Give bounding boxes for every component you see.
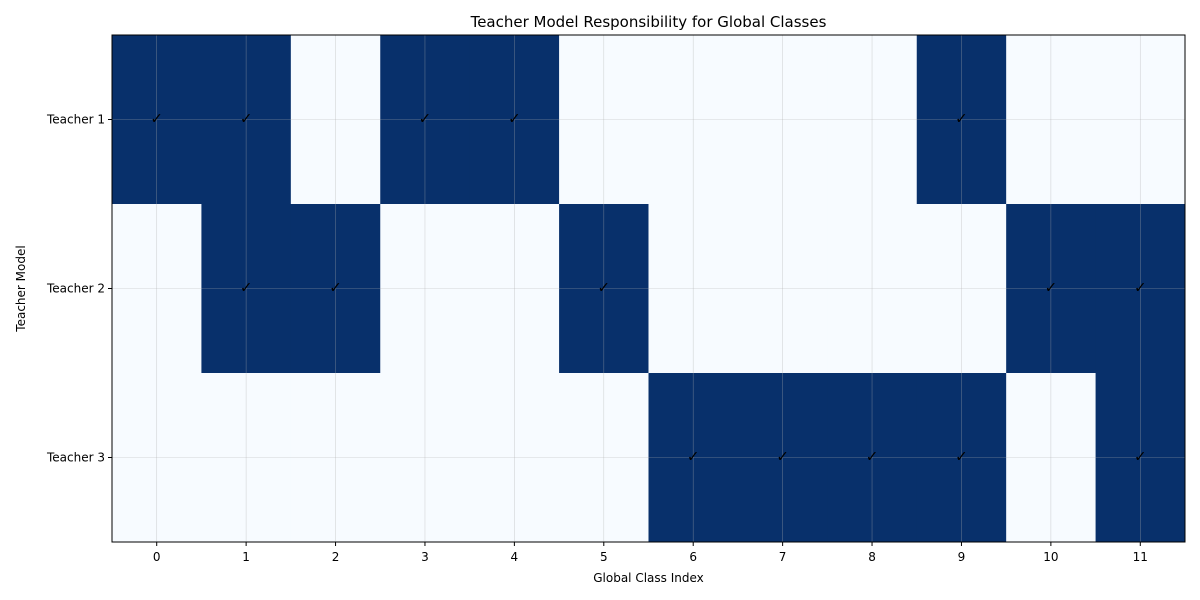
x-tick-label: 7: [779, 550, 787, 564]
x-tick-label: 3: [421, 550, 429, 564]
x-axis-label: Global Class Index: [593, 571, 704, 585]
chart-title: Teacher Model Responsibility for Global …: [470, 13, 827, 31]
check-mark: ✓: [240, 279, 253, 297]
check-mark: ✓: [955, 110, 968, 128]
y-tick-label: Teacher 1: [46, 113, 105, 127]
y-axis-ticks: Teacher 1 Teacher 2 Teacher 3: [46, 113, 112, 465]
check-mark: ✓: [776, 448, 789, 466]
check-mark: ✓: [1134, 448, 1147, 466]
x-tick-label: 10: [1043, 550, 1058, 564]
x-tick-label: 0: [153, 550, 161, 564]
x-tick-label: 8: [868, 550, 876, 564]
check-mark: ✓: [240, 110, 253, 128]
check-mark: ✓: [1134, 279, 1147, 297]
check-mark: ✓: [955, 448, 968, 466]
x-tick-label: 11: [1133, 550, 1148, 564]
x-axis-ticks: 0 1 2 3 4 5 6 7 8 9 10 11: [153, 542, 1148, 564]
check-mark: ✓: [687, 448, 700, 466]
x-tick-label: 1: [242, 550, 250, 564]
check-mark: ✓: [1045, 279, 1058, 297]
check-mark: ✓: [598, 279, 611, 297]
check-mark: ✓: [329, 279, 342, 297]
gridlines: [112, 35, 1185, 542]
x-tick-label: 5: [600, 550, 608, 564]
x-tick-label: 6: [689, 550, 697, 564]
check-mark: ✓: [150, 110, 163, 128]
y-tick-label: Teacher 2: [46, 282, 105, 296]
check-mark: ✓: [508, 110, 521, 128]
check-mark: ✓: [866, 448, 879, 466]
x-tick-label: 4: [511, 550, 519, 564]
y-axis-label: Teacher Model: [14, 245, 28, 332]
check-marks: ✓ ✓ ✓ ✓ ✓ ✓ ✓ ✓ ✓ ✓ ✓ ✓ ✓ ✓ ✓: [150, 110, 1146, 466]
x-tick-label: 9: [958, 550, 966, 564]
check-mark: ✓: [419, 110, 432, 128]
y-tick-label: Teacher 3: [46, 451, 105, 465]
x-tick-label: 2: [332, 550, 340, 564]
